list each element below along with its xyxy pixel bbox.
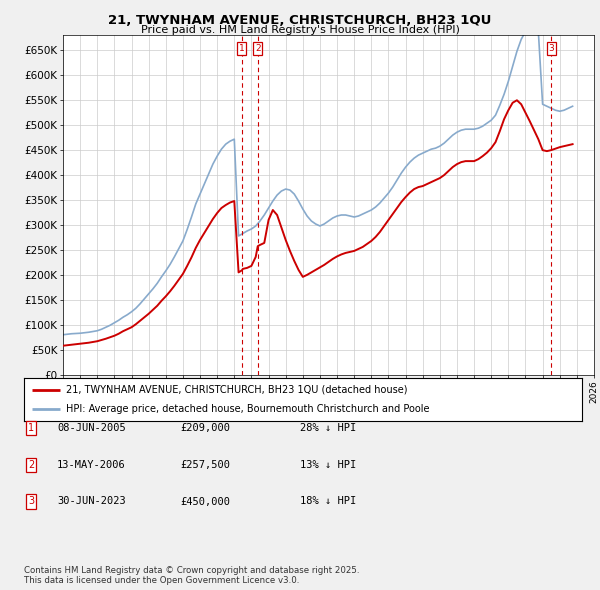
- Text: 3: 3: [548, 44, 554, 53]
- Text: 2: 2: [255, 44, 260, 53]
- Text: HPI: Average price, detached house, Bournemouth Christchurch and Poole: HPI: Average price, detached house, Bour…: [66, 404, 430, 414]
- Text: 28% ↓ HPI: 28% ↓ HPI: [300, 424, 356, 433]
- Text: 3: 3: [28, 497, 34, 506]
- Text: £257,500: £257,500: [180, 460, 230, 470]
- Text: Contains HM Land Registry data © Crown copyright and database right 2025.
This d: Contains HM Land Registry data © Crown c…: [24, 566, 359, 585]
- Text: 21, TWYNHAM AVENUE, CHRISTCHURCH, BH23 1QU (detached house): 21, TWYNHAM AVENUE, CHRISTCHURCH, BH23 1…: [66, 385, 407, 395]
- Text: £209,000: £209,000: [180, 424, 230, 433]
- Text: 13% ↓ HPI: 13% ↓ HPI: [300, 460, 356, 470]
- Text: 18% ↓ HPI: 18% ↓ HPI: [300, 497, 356, 506]
- Text: 08-JUN-2005: 08-JUN-2005: [57, 424, 126, 433]
- Text: 1: 1: [239, 44, 245, 53]
- Text: 13-MAY-2006: 13-MAY-2006: [57, 460, 126, 470]
- Text: 21, TWYNHAM AVENUE, CHRISTCHURCH, BH23 1QU: 21, TWYNHAM AVENUE, CHRISTCHURCH, BH23 1…: [109, 14, 491, 27]
- Text: 2: 2: [28, 460, 34, 470]
- Text: Price paid vs. HM Land Registry's House Price Index (HPI): Price paid vs. HM Land Registry's House …: [140, 25, 460, 35]
- Text: £450,000: £450,000: [180, 497, 230, 506]
- Text: 1: 1: [28, 424, 34, 433]
- Text: 30-JUN-2023: 30-JUN-2023: [57, 497, 126, 506]
